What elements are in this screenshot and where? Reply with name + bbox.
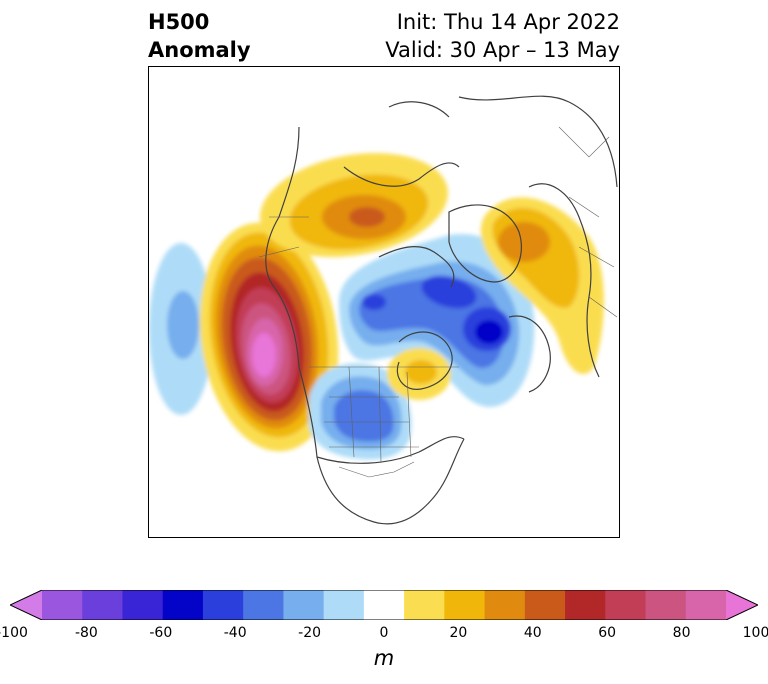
ridge-hudson-bay <box>387 348 451 400</box>
colorbar-extend-max <box>726 590 758 620</box>
colorbar-tick-label: -20 <box>298 625 322 641</box>
colorbar <box>10 590 758 620</box>
colorbar-segment <box>82 590 123 620</box>
title-line-1: H500 <box>148 10 210 34</box>
trough-arctic-canada <box>339 233 535 407</box>
ridge-eurasia <box>480 197 604 375</box>
colorbar-extend-min <box>10 590 42 620</box>
colorbar-segment <box>444 590 486 620</box>
colorbar-segment <box>162 590 204 620</box>
colorbar-tick-label: 0 <box>379 625 389 641</box>
colorbar-segment <box>283 590 325 620</box>
map-title: H500 Anomaly <box>148 8 251 64</box>
date-info: Init: Thu 14 Apr 2022 Valid: 30 Apr – 13… <box>385 8 620 64</box>
political-borders <box>258 126 618 478</box>
colorbar-tick-label: -100 <box>0 625 28 641</box>
colorbar-segment <box>42 590 83 620</box>
colorbar-tick-label: 40 <box>523 625 542 641</box>
colorbar-segment <box>484 590 526 620</box>
colorbar-segment <box>404 590 445 620</box>
trough-central-north-america <box>309 363 412 460</box>
coastlines <box>265 95 618 525</box>
colorbar-unit-label: m <box>373 646 395 670</box>
anomaly-fills <box>149 153 604 460</box>
colorbar-segment <box>363 590 405 620</box>
colorbar-tick-label: 80 <box>672 625 691 641</box>
colorbar-tick-label: -60 <box>149 625 173 641</box>
colorbar-tick-label: -80 <box>74 625 98 641</box>
colorbar-segment <box>202 590 244 620</box>
colorbar-segment <box>565 590 606 620</box>
colorbar-tick-label: 20 <box>449 625 468 641</box>
init-date: Init: Thu 14 Apr 2022 <box>396 10 620 34</box>
colorbar-segment <box>524 590 566 620</box>
colorbar-tick-label: 60 <box>598 625 617 641</box>
colorbar-tick-label: 100 <box>742 625 768 641</box>
colorbar-segment <box>243 590 284 620</box>
title-line-2: Anomaly <box>148 38 251 62</box>
colorbar-segment <box>323 590 365 620</box>
colorbar-segment <box>685 590 727 620</box>
trough-central-pacific <box>149 243 213 415</box>
valid-range: Valid: 30 Apr – 13 May <box>385 38 620 62</box>
anomaly-map <box>148 66 620 538</box>
colorbar-tick-label: -40 <box>223 625 247 641</box>
colorbar-segments <box>10 590 758 620</box>
map-svg <box>149 95 618 525</box>
ridge-alaska-yukon <box>260 153 448 257</box>
colorbar-segment <box>645 590 687 620</box>
colorbar-segment <box>605 590 647 620</box>
ridge-northeast-pacific <box>199 222 339 452</box>
colorbar-segment <box>122 590 164 620</box>
